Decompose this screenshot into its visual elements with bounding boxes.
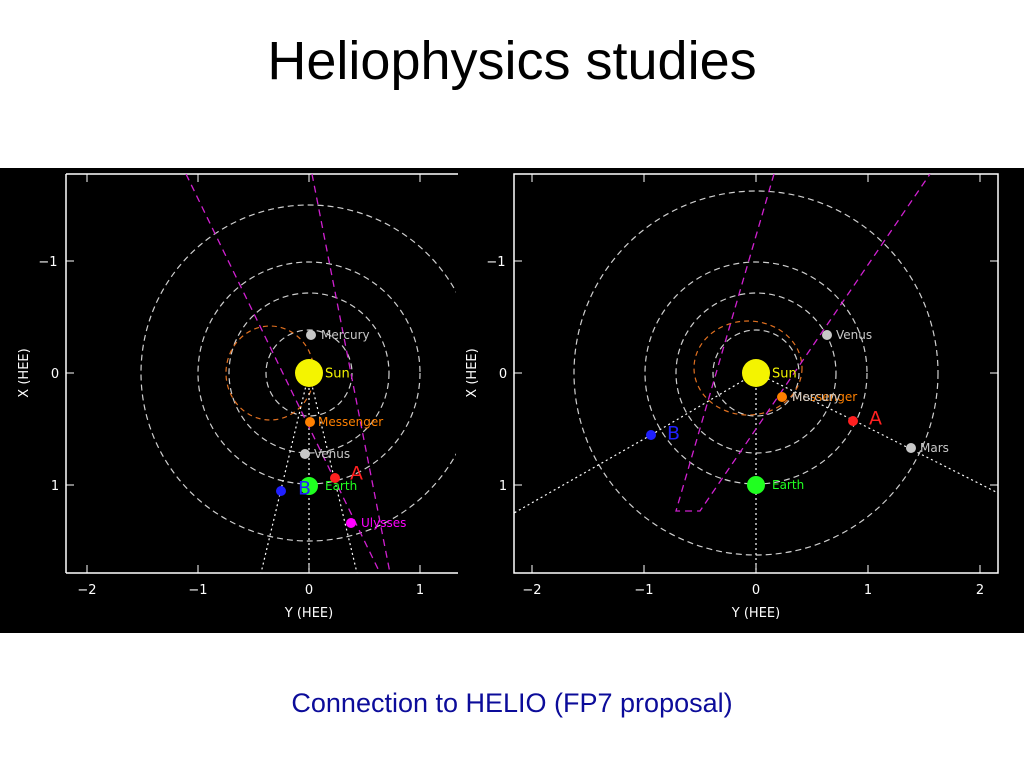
left-venus-marker <box>300 449 310 459</box>
left-ulysses-marker <box>346 518 356 528</box>
left-x-tick-label: −2 <box>77 583 96 598</box>
left-mercury-label: Mercury <box>321 328 370 342</box>
right-venus-label: Venus <box>836 328 872 342</box>
right-y-tick-label: 1 <box>499 479 507 494</box>
left-fov-lines <box>260 372 358 573</box>
left-x-tick-label: 0 <box>305 583 313 598</box>
left-x-axis-label: Y (HEE) <box>284 606 333 621</box>
left-earth-label: Earth <box>325 479 357 493</box>
left-plot-frame <box>65 173 458 574</box>
right-messenger-label: Messenger <box>792 390 857 404</box>
right-x-tick-label: 2 <box>976 583 984 598</box>
right-mercury-label: Mercury <box>792 390 841 404</box>
right-stereo-b-marker <box>646 430 656 440</box>
right-x-tick-label: −2 <box>522 583 541 598</box>
right-venus-marker <box>822 330 832 340</box>
left-mercury-marker <box>306 330 316 340</box>
left-messenger-label: Messenger <box>318 415 383 429</box>
left-stereo-b-label: B <box>298 478 311 500</box>
right-y-ticks <box>514 260 998 486</box>
right-y-axis-label: X (HEE) <box>465 348 480 397</box>
slide-title: Heliophysics studies <box>267 31 757 91</box>
right-trajectory-lines <box>675 174 931 512</box>
left-earth-marker <box>300 477 318 495</box>
left-y-ticks <box>66 260 74 486</box>
right-x-ticks <box>531 174 981 573</box>
left-x-tick-label: 1 <box>416 583 424 598</box>
left-stereo-b-marker <box>276 486 286 496</box>
right-y-tick-label: 0 <box>499 367 507 382</box>
right-sun-label: Sun <box>772 367 797 382</box>
right-mars-label: Mars <box>920 441 949 455</box>
slide-caption: Connection to HELIO (FP7 proposal) <box>291 688 733 718</box>
right-sun-marker <box>742 359 770 387</box>
right-orbit-plot: −2 −1 0 1 2 −1 0 1 Y (HEE) X (HEE) <box>465 173 999 621</box>
left-messenger-marker <box>305 417 315 427</box>
heliosphere-plots-panel: −2 −1 0 1 −1 0 1 Y (HEE) X (HEE) <box>0 168 1024 633</box>
right-x-axis-label: Y (HEE) <box>731 606 780 621</box>
left-y-tick-label: −1 <box>38 255 57 270</box>
right-messenger-marker <box>777 392 787 402</box>
right-messenger-orbit <box>693 320 803 416</box>
left-y-axis-label: X (HEE) <box>17 348 32 397</box>
left-ulysses-label: Ulysses <box>361 516 406 530</box>
right-x-tick-label: 0 <box>752 583 760 598</box>
left-x-tick-label: −1 <box>188 583 207 598</box>
left-y-tick-label: 0 <box>51 367 59 382</box>
right-earth-marker <box>747 476 765 494</box>
left-sun-label: Sun <box>325 367 350 382</box>
right-x-tick-label: −1 <box>634 583 653 598</box>
left-stereo-a-label: A <box>350 463 363 485</box>
left-trajectory-lines <box>185 174 391 573</box>
right-earth-label: Earth <box>772 478 804 492</box>
right-stereo-a-marker <box>848 416 858 426</box>
right-stereo-a-label: A <box>869 408 882 430</box>
right-mars-marker <box>906 443 916 453</box>
left-x-ticks <box>86 174 421 573</box>
right-fov-lines <box>514 372 998 573</box>
right-stereo-b-label: B <box>667 423 680 445</box>
left-sun-marker <box>295 359 323 387</box>
left-orbit-plot: −2 −1 0 1 −1 0 1 Y (HEE) X (HEE) <box>17 173 458 621</box>
left-y-tick-label: 1 <box>51 479 59 494</box>
left-venus-label: Venus <box>314 447 350 461</box>
right-y-tick-label: −1 <box>486 255 505 270</box>
right-x-tick-label: 1 <box>864 583 872 598</box>
left-stereo-a-marker <box>330 473 340 483</box>
